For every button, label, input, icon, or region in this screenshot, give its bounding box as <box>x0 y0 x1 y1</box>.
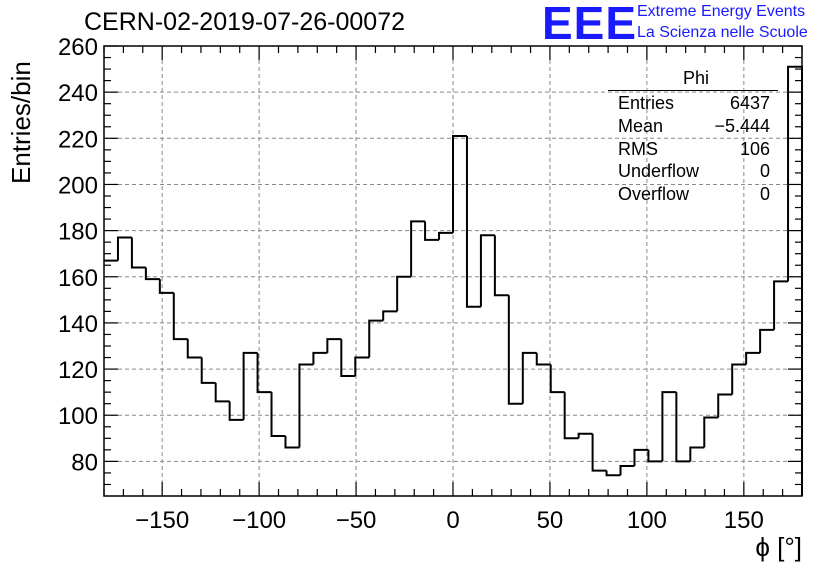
stats-box: Phi Entries 6437 Mean −5.444 RMS 106 Und… <box>608 68 778 207</box>
histogram-bin <box>116 236 132 261</box>
histogram-bin <box>717 393 733 418</box>
histogram-layer <box>104 65 803 496</box>
histogram-bin <box>396 275 412 312</box>
histogram-bin <box>465 136 481 308</box>
histogram-bin <box>535 352 551 366</box>
histogram-bin <box>144 267 160 281</box>
histogram-bin <box>452 135 467 233</box>
y-tick-label: 260 <box>58 34 98 61</box>
x-tick-label: 150 <box>724 507 764 534</box>
stats-value: 0 <box>759 184 770 205</box>
histogram-bin <box>647 449 663 463</box>
axes-layer <box>103 45 803 497</box>
y-tick-label: 180 <box>58 219 98 246</box>
histogram-bin <box>577 432 593 439</box>
histogram-bin <box>689 446 705 462</box>
stats-row-rms: RMS 106 <box>608 139 778 162</box>
y-tick-label: 220 <box>58 126 98 153</box>
x-tick-label: −100 <box>232 507 286 534</box>
histogram-bin <box>172 292 188 341</box>
histogram-bin <box>312 351 328 365</box>
x-tick-label: −50 <box>336 507 377 534</box>
stats-value: 106 <box>739 138 770 159</box>
histogram-bin <box>424 221 440 241</box>
histogram-bin <box>591 433 607 472</box>
histogram-bin <box>745 351 761 365</box>
x-tick-label: −150 <box>135 507 189 534</box>
x-axis-label: ϕ [°] <box>755 532 802 562</box>
histogram-bin <box>256 352 272 394</box>
stats-label: Overflow <box>618 184 690 205</box>
histogram-bin <box>633 448 649 466</box>
histogram-bin <box>731 363 747 395</box>
histogram-bin <box>507 295 523 405</box>
y-tick-label: 100 <box>58 403 98 430</box>
stats-label: RMS <box>618 138 658 159</box>
stats-value: −5.444 <box>714 115 770 136</box>
y-tick-label: 120 <box>58 357 98 384</box>
histogram-bin <box>214 382 230 403</box>
x-tick-label: 0 <box>446 507 459 534</box>
histogram-bin <box>773 280 789 330</box>
stats-row-underflow: Underflow 0 <box>608 161 778 184</box>
y-tick-label: 240 <box>58 80 98 107</box>
y-tick-label: 160 <box>58 265 98 292</box>
histogram-bin <box>549 364 565 394</box>
histogram-bin <box>438 231 453 240</box>
plot-title: CERN-02-2019-07-26-00072 <box>84 8 406 36</box>
histogram-bin <box>130 237 146 269</box>
x-tick-label: 100 <box>627 507 667 534</box>
histogram-bin <box>158 279 174 294</box>
stats-title: Phi <box>608 68 778 91</box>
stats-row-mean: Mean −5.444 <box>608 116 778 139</box>
x-tick-label: 50 <box>537 507 564 534</box>
histogram-bin <box>563 392 579 440</box>
histogram-bin <box>605 470 621 477</box>
y-tick-label: 140 <box>58 311 98 338</box>
y-axis-label: Entries/bin <box>6 61 36 184</box>
histogram-bin <box>242 351 258 420</box>
stats-label: Underflow <box>618 161 700 182</box>
histogram-bin <box>298 363 314 448</box>
logo-caption-line2: La Scienza nelle Scuole <box>637 24 808 41</box>
stats-value: 0 <box>759 161 770 182</box>
histogram-bin <box>759 328 775 353</box>
histogram-bin <box>284 436 300 449</box>
histogram-bin <box>521 351 537 404</box>
histogram-bin <box>493 235 509 297</box>
histogram-bin <box>382 310 398 321</box>
histogram-bin <box>703 416 719 448</box>
histogram-bin <box>368 319 384 358</box>
histogram-bin <box>200 357 216 384</box>
tick-labels-layer: −150 −100 −50 0 50 100 150 80 100 120 140 160 180 200… <box>58 34 764 534</box>
stats-row-entries: Entries 6437 <box>608 93 778 116</box>
eee-logo: EEE <box>542 0 638 49</box>
histogram-bin <box>661 391 677 462</box>
histogram-bin <box>479 234 495 307</box>
stats-label: Entries <box>618 93 675 113</box>
y-tick-label: 80 <box>71 449 98 476</box>
stats-row-overflow: Overflow 0 <box>608 184 778 207</box>
histogram-bin <box>354 356 370 376</box>
histogram-bin <box>186 339 202 359</box>
histogram-bin <box>619 465 635 476</box>
histogram-bin <box>410 220 426 277</box>
histogram-bin <box>326 338 342 353</box>
y-tick-label: 200 <box>58 172 98 199</box>
stats-label: Mean <box>618 115 664 136</box>
logo-caption-line1: Extreme Energy Events <box>637 3 806 20</box>
grid-layer <box>104 46 802 496</box>
stats-value: 6437 <box>729 93 770 113</box>
histogram-bin <box>340 339 356 377</box>
histogram-bin <box>787 65 803 496</box>
histogram-bin <box>228 401 244 421</box>
histogram-bin <box>270 392 286 437</box>
histogram-bin <box>675 392 691 463</box>
